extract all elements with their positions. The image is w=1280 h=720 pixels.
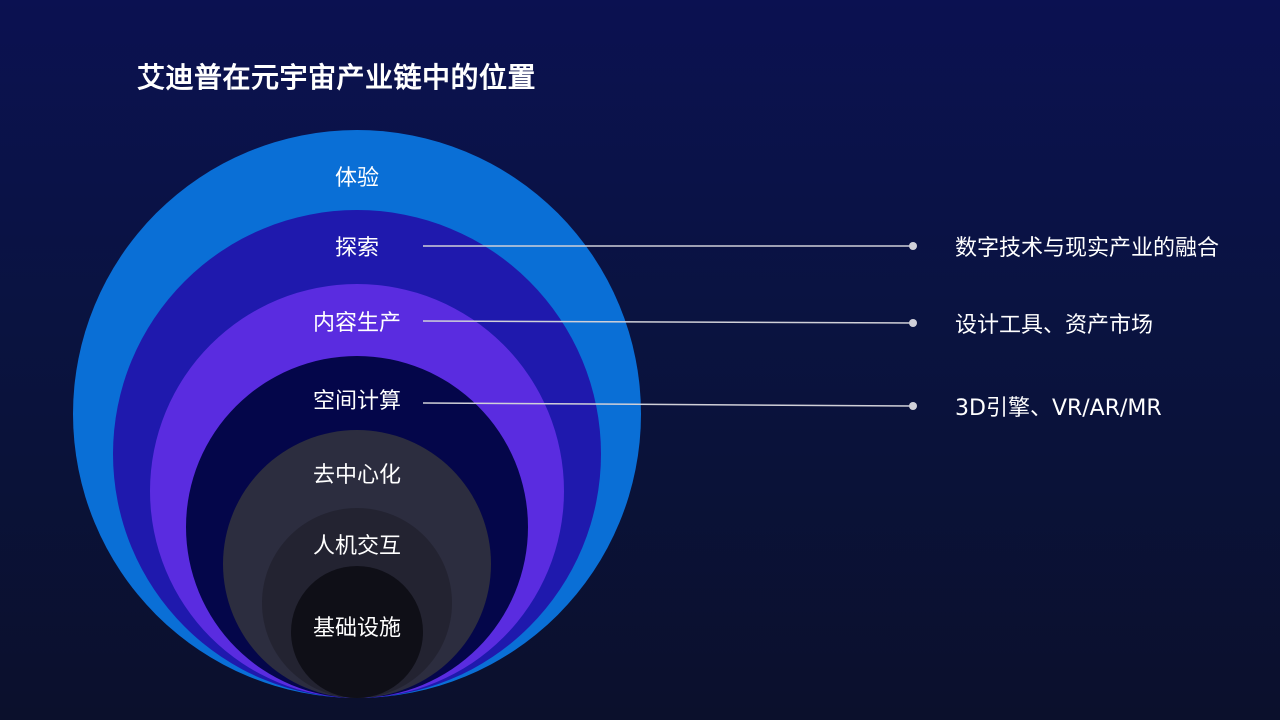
layer-label-decentralization: 去中心化: [313, 463, 401, 488]
annotation-creator-economy: 设计工具、资产市场: [955, 313, 1153, 338]
layer-label-infrastructure: 基础设施: [313, 616, 401, 641]
layer-label-hci: 人机交互: [313, 534, 401, 559]
connector-dot-spatial-computing: [909, 402, 917, 410]
layer-label-discovery: 探索: [335, 236, 379, 261]
annotation-spatial-computing: 3D引擎、VR/AR/MR: [955, 396, 1162, 421]
connector-dot-discovery: [909, 242, 917, 250]
page-title: 艾迪普在元宇宙产业链中的位置: [137, 61, 537, 94]
connector-line-creator-economy: [422, 320, 914, 324]
layer-label-experience: 体验: [335, 166, 379, 191]
connector-line-spatial-computing: [422, 402, 914, 407]
layer-label-creator-economy: 内容生产: [313, 311, 401, 336]
connector-dot-creator-economy: [909, 319, 917, 327]
layer-label-spatial-computing: 空间计算: [313, 389, 401, 414]
layer-circle-infrastructure: [291, 566, 423, 698]
annotation-discovery: 数字技术与现实产业的融合: [955, 236, 1219, 261]
